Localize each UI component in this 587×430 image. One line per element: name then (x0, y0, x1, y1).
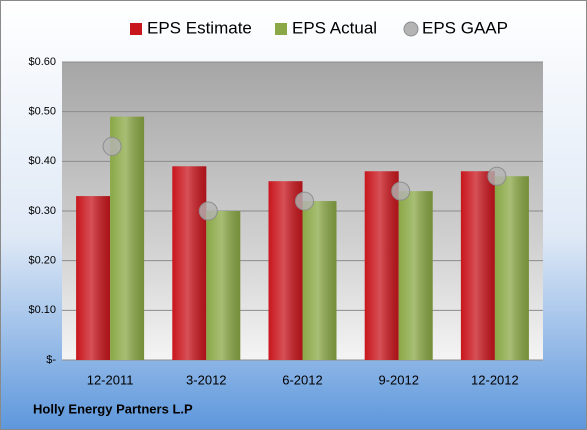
legend-marker (403, 21, 419, 37)
legend-label: EPS Estimate (147, 18, 252, 37)
y-tick-label: $0.50 (28, 106, 56, 118)
bar-shine (364, 171, 399, 360)
y-tick-label: $0.60 (28, 56, 56, 68)
bar-shine (110, 116, 145, 360)
y-tick-label: $0.40 (28, 155, 56, 167)
point (487, 166, 507, 186)
bar-shine (172, 166, 207, 360)
x-tick-label: 6-2012 (282, 372, 322, 387)
x-tick-label: 9-2012 (378, 372, 418, 387)
point (102, 136, 122, 156)
y-tick-label: $0.10 (28, 304, 56, 316)
legend-label: EPS Actual (292, 18, 377, 37)
footer: Holly Energy Partners L.P (33, 401, 193, 416)
bar-shine (206, 211, 241, 360)
y-tick-label: $- (46, 354, 56, 366)
point (198, 201, 218, 221)
point (295, 191, 314, 211)
bar-shine (76, 196, 111, 360)
bar-shine (494, 176, 529, 360)
bar-shine (460, 171, 495, 360)
y-tick-label: $0.30 (28, 205, 56, 217)
x-tick-label: 3-2012 (186, 372, 226, 387)
y-tick-label: $0.20 (28, 255, 56, 267)
bar-shine (302, 201, 337, 360)
point (391, 181, 411, 201)
legend-marker (130, 23, 142, 35)
legend-marker (275, 23, 287, 35)
x-tick-label: 12-2011 (87, 372, 134, 387)
bar-shine (268, 181, 303, 360)
legend-label: EPS GAAP (422, 18, 508, 37)
x-tick-label: 12-2012 (471, 372, 519, 387)
bar-shine (398, 191, 433, 360)
